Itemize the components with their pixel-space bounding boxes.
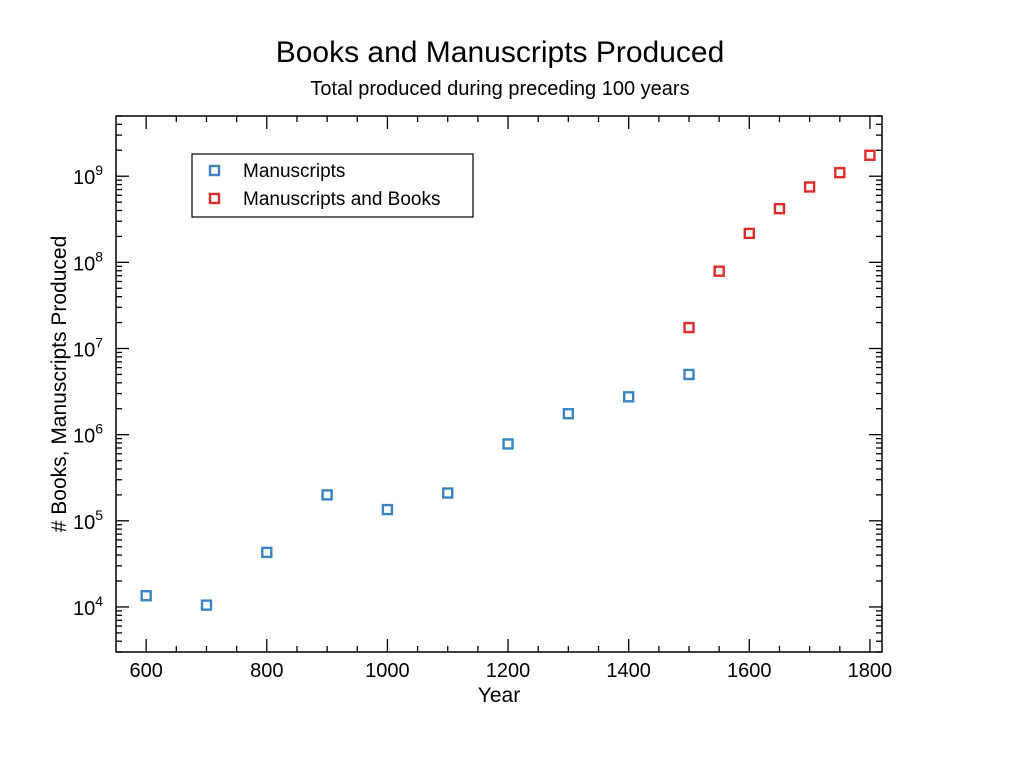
x-axis-label: Year — [478, 684, 520, 707]
x-tick-label: 1800 — [848, 660, 893, 682]
data-point — [381, 503, 394, 516]
data-points — [140, 149, 876, 611]
data-point — [803, 181, 816, 193]
data-point — [562, 408, 575, 420]
data-point — [773, 202, 786, 215]
data-point — [140, 590, 152, 602]
y-axis-label: # Books, Manuscripts Produced — [48, 236, 71, 532]
y-tick-label: 109 — [73, 162, 103, 189]
data-point — [442, 487, 454, 499]
data-point — [834, 166, 846, 179]
legend-box — [191, 153, 474, 218]
legend: Manuscripts Manuscripts and Books — [191, 153, 474, 218]
series-manuscripts-and-books — [683, 149, 876, 334]
data-point — [261, 546, 273, 559]
chart-subtitle: Total produced during preceding 100 year… — [310, 78, 689, 100]
plot-frame — [115, 115, 883, 653]
legend-marker-manuscripts — [208, 164, 221, 177]
y-tick-label: 107 — [73, 335, 103, 362]
y-tick-label: 104 — [73, 593, 103, 620]
legend-label-manuscripts-and-books: Manuscripts and Books — [243, 189, 441, 210]
data-point — [864, 149, 876, 161]
data-point — [502, 438, 514, 450]
data-point — [622, 391, 635, 403]
data-point — [683, 368, 695, 381]
x-tick-label: 600 — [129, 660, 162, 682]
chart-title: Books and Manuscripts Produced — [276, 36, 725, 69]
x-tick-labels: 600 800 1000 1200 1400 1600 1800 — [129, 660, 892, 682]
data-point — [200, 599, 213, 611]
y-tick-labels: 104 105 106 107 108 109 — [73, 162, 103, 620]
x-tick-label: 1000 — [365, 660, 410, 682]
y-tick-label: 108 — [73, 248, 103, 275]
axis-ticks — [116, 115, 882, 653]
x-tick-label: 1600 — [727, 660, 772, 682]
legend-marker-manuscripts-and-books — [208, 192, 221, 205]
x-tick-label: 800 — [250, 660, 283, 682]
data-point — [321, 489, 333, 501]
y-tick-label: 106 — [73, 421, 103, 448]
data-point — [743, 227, 756, 240]
y-tick-label: 105 — [73, 507, 103, 534]
legend-label-manuscripts: Manuscripts — [243, 161, 345, 182]
x-tick-label: 1200 — [486, 660, 531, 682]
data-point — [683, 321, 695, 334]
x-tick-label: 1400 — [606, 660, 651, 682]
series-manuscripts — [140, 368, 695, 611]
data-point — [713, 265, 725, 277]
